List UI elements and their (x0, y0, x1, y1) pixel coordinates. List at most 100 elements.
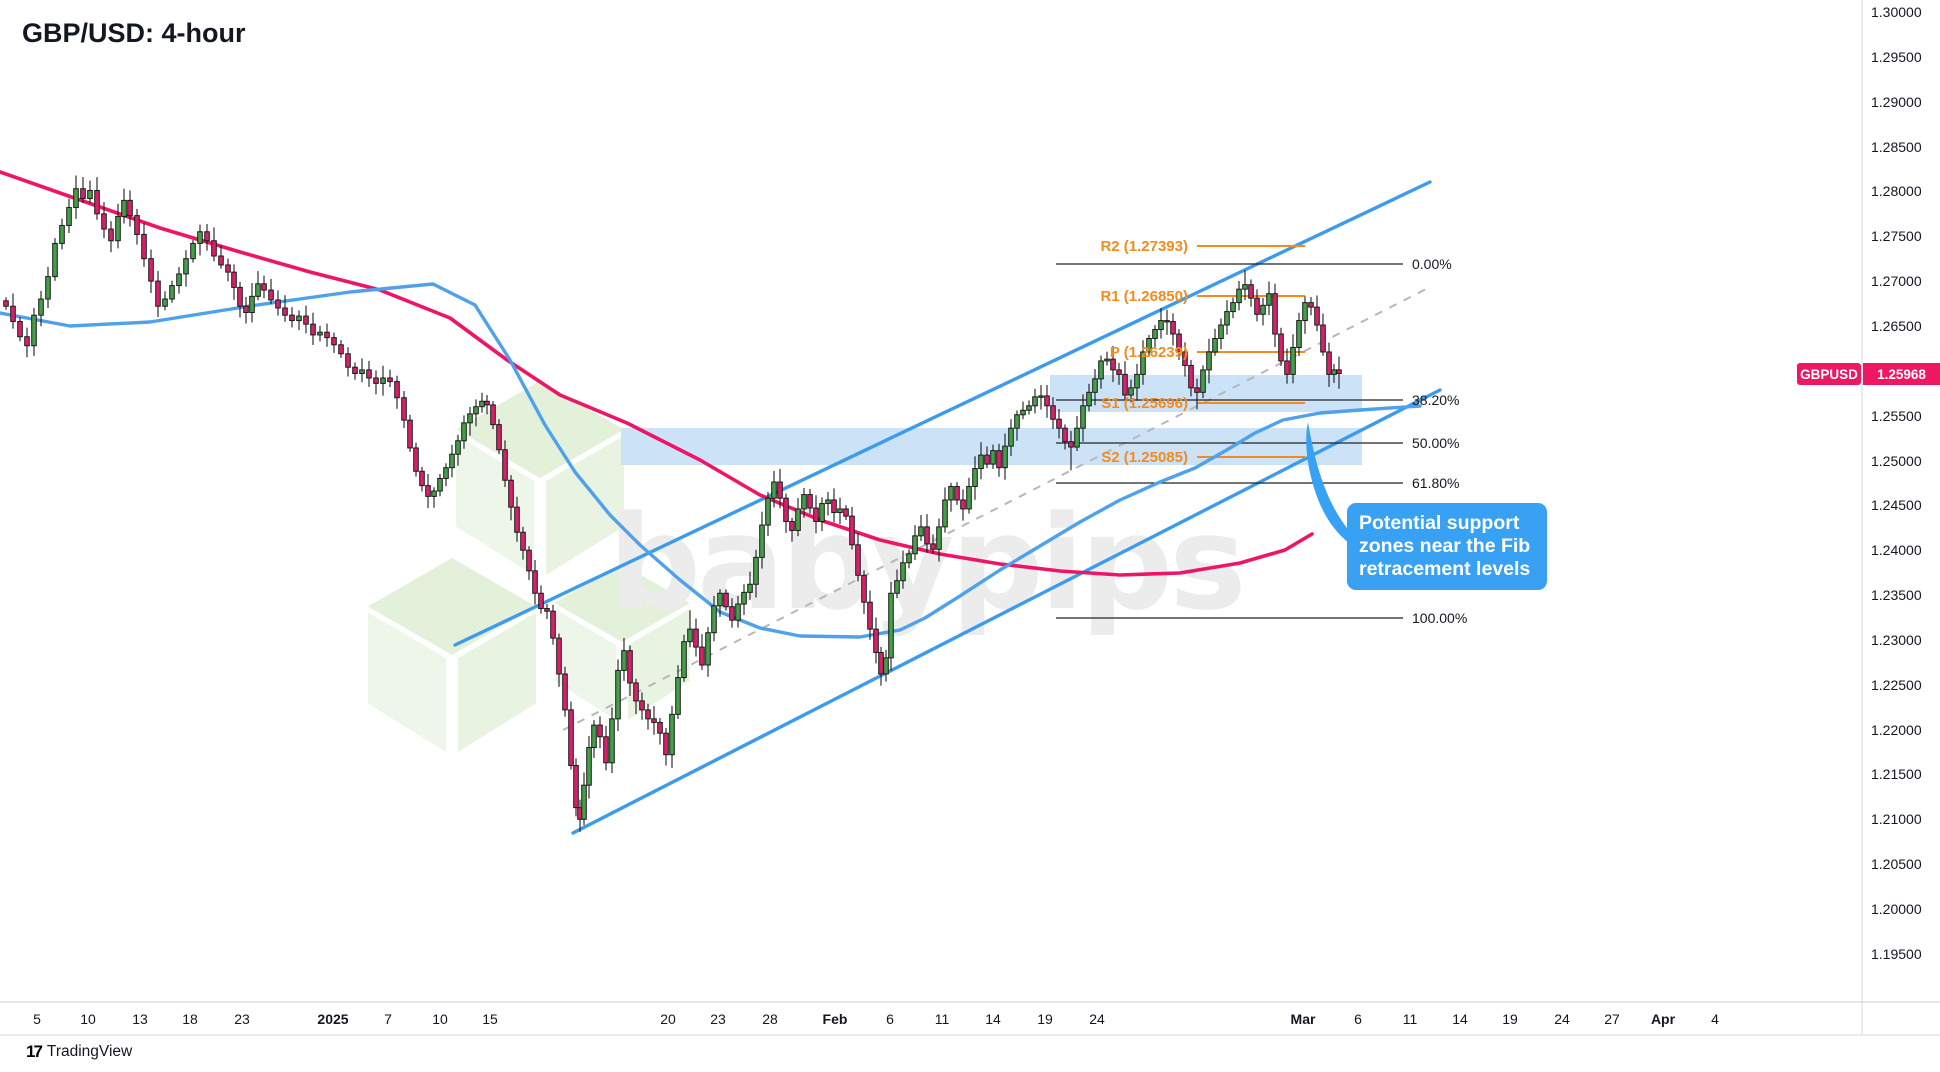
candle-up (621, 650, 627, 671)
candle-down (633, 682, 639, 702)
candle-up (1032, 396, 1038, 407)
candle-down (366, 369, 372, 379)
time-axis-label: 5 (33, 1011, 41, 1027)
candle-up (359, 369, 365, 374)
candle-up (894, 580, 900, 594)
annotation-arrow (1306, 422, 1386, 559)
candle-up (912, 535, 918, 555)
candle-up (449, 453, 455, 469)
pivot-level-label: R2 (1.27393) (1100, 238, 1188, 255)
candle-up (1296, 320, 1302, 348)
support-zones[interactable] (621, 375, 1362, 465)
candle-up (52, 242, 58, 278)
candle-down (1254, 297, 1260, 315)
candle-up (888, 592, 894, 659)
channel-line[interactable] (453, 180, 1432, 647)
candle-up (317, 331, 323, 336)
candle-up (771, 481, 777, 499)
candle-down (1308, 302, 1314, 308)
candle-up (1236, 288, 1242, 304)
candle-down (873, 628, 879, 653)
support-zone[interactable] (1050, 375, 1362, 412)
candle-down (1044, 395, 1050, 407)
candle-up (615, 669, 621, 720)
candle-down (723, 592, 729, 608)
candle-down (261, 283, 267, 291)
candle-up (479, 400, 485, 408)
candle-down (407, 419, 413, 449)
time-axis-label: 28 (762, 1011, 778, 1027)
symbol-badge: GBPUSD (1797, 363, 1861, 385)
candle-up (1242, 284, 1248, 290)
candle-up (437, 477, 443, 492)
candle-up (819, 503, 825, 522)
price-axis-label: 1.25500 (1871, 408, 1922, 424)
candle-down (996, 450, 1002, 469)
tradingview-brand-text: TradingView (46, 1043, 133, 1060)
price-axis-label: 1.19500 (1871, 946, 1922, 962)
candle-up (1224, 311, 1230, 326)
candle-up (990, 450, 996, 465)
candle-up (753, 556, 759, 585)
candle-down (231, 271, 237, 288)
candle-down (861, 574, 867, 603)
candle-down (1050, 405, 1056, 420)
price-axis-label: 1.29000 (1871, 94, 1922, 110)
candle-up (176, 273, 182, 287)
candle-down (1170, 320, 1176, 335)
candle-down (401, 397, 407, 421)
candle-down (849, 515, 855, 546)
annotation-callout[interactable]: Potential support zones near the Fib ret… (1347, 503, 1547, 590)
annotation-line: retracement levels (1359, 558, 1531, 580)
candle-up (467, 413, 473, 424)
candle-down (17, 320, 23, 338)
candle-down (639, 700, 645, 711)
candle-down (1320, 324, 1326, 353)
drawing-lines[interactable] (453, 180, 1442, 835)
candle-down (532, 570, 538, 594)
tradingview-logo[interactable]: 17 TradingView (26, 1042, 132, 1062)
candle-up (687, 628, 693, 643)
pivot-level-label: R1 (1.26850) (1100, 288, 1188, 305)
candle-down (243, 305, 249, 313)
candle-down (954, 486, 960, 501)
channel-line[interactable] (571, 388, 1442, 835)
candle-up (765, 497, 771, 526)
candle-up (1260, 304, 1266, 315)
candle-down (310, 323, 316, 336)
candle-down (538, 592, 544, 610)
candle-down (597, 724, 603, 738)
candle-up (115, 216, 121, 242)
candle-up (1134, 373, 1140, 389)
candle-down (1278, 333, 1284, 362)
price-axis-label: 1.29500 (1871, 49, 1922, 65)
axes[interactable]: 1.30000 1.29500 1.29000 1.28500 1.28000 1.275… (0, 0, 1940, 1036)
candle-down (878, 651, 884, 675)
candle-up (1146, 338, 1152, 353)
candle-up (1038, 395, 1044, 398)
price-axis[interactable]: 1.30000 1.29500 1.29000 1.28500 1.28000 1.275… (1871, 4, 1922, 962)
candle-down (204, 231, 210, 242)
candle-down (1164, 320, 1170, 323)
candle-down (924, 526, 930, 545)
candle-up (1302, 302, 1308, 322)
fib-level-label: 100.00% (1412, 610, 1467, 626)
candle-down (141, 233, 147, 260)
candle-down (1110, 358, 1116, 371)
candle-up (711, 605, 717, 634)
candle-up (735, 603, 741, 621)
price-axis-label: 1.20500 (1871, 856, 1922, 872)
price-axis-label: 1.28500 (1871, 139, 1922, 155)
price-axis-label: 1.20000 (1871, 901, 1922, 917)
candle-down (843, 508, 849, 517)
time-axis[interactable]: 5 10 13 18 23 2025 7 10 15 20 23 28 Feb 6 11 14 19 24 Mar 6… (33, 1011, 1719, 1027)
candle-up (431, 490, 437, 497)
price-axis-label: 1.23000 (1871, 632, 1922, 648)
candle-down (1284, 360, 1290, 375)
candle-up (747, 583, 753, 593)
candle-down (562, 673, 568, 711)
candle-down (550, 610, 556, 639)
candle-up (296, 315, 302, 322)
candle-down (101, 213, 107, 230)
